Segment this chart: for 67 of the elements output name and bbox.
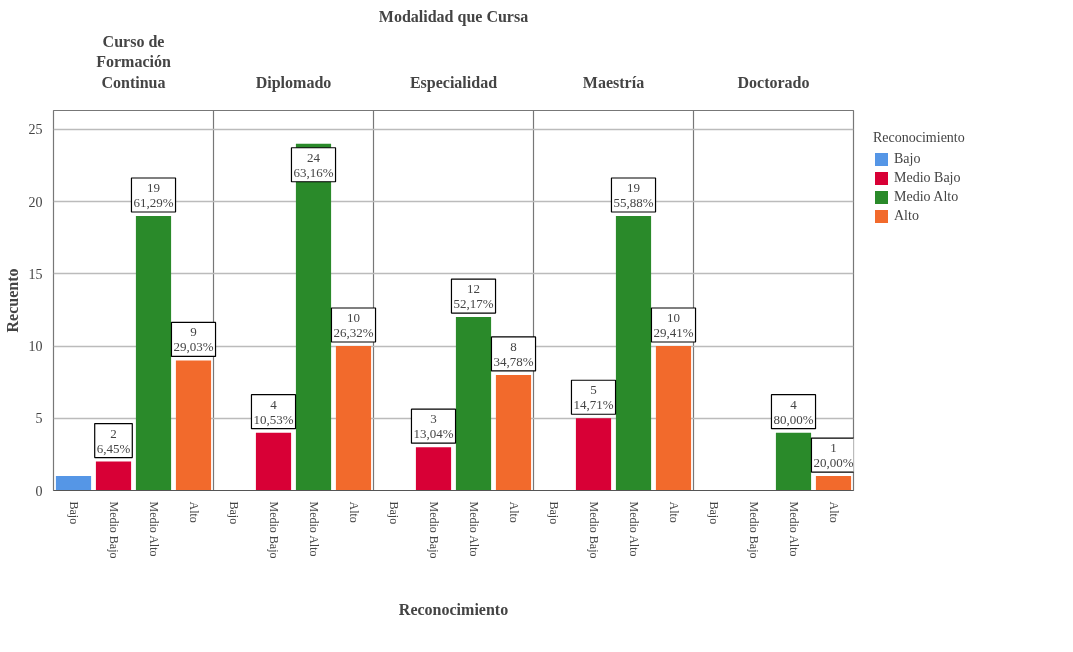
y-axis-title: Recuento [3, 268, 21, 333]
legend-title: Reconocimiento [398, 601, 509, 619]
text: Bajo [546, 501, 561, 525]
text: Alto [186, 501, 201, 523]
chart-title: Modalidad que Cursa [378, 7, 529, 26]
text: Bajo [226, 501, 241, 525]
y-tick-label: 10 [28, 339, 43, 355]
y-tick-label: 25 [28, 122, 43, 138]
legend-label: Bajo [894, 151, 921, 167]
y-tick-label: 15 [28, 266, 43, 282]
text: Medio Alto [626, 501, 641, 557]
x-tick-label: Doctorado [737, 73, 810, 91]
bar [255, 432, 292, 491]
bar [455, 317, 492, 491]
data-label: 9 29,03% [173, 324, 214, 355]
bar [815, 476, 852, 491]
text: Bajo [66, 501, 81, 525]
text: Medio Bajo [586, 501, 601, 559]
legend-label: Medio Alto [894, 189, 959, 205]
text: Bajo [386, 501, 401, 525]
y-tick-label: 20 [28, 194, 43, 210]
bar [615, 215, 652, 491]
bar [95, 461, 132, 491]
data-label: 10 29,41% [653, 310, 694, 341]
legend-label: Alto [894, 208, 919, 224]
data-label: 3 13,04% [413, 411, 454, 442]
data-label: 2 6,45% [96, 425, 131, 456]
text: Bajo [706, 501, 721, 525]
legend-label: Medio Bajo [894, 170, 961, 186]
data-label: 10 26,32% [333, 310, 374, 341]
bar [775, 432, 812, 491]
data-label: 5 14,71% [573, 382, 614, 413]
bar [655, 346, 692, 491]
data-label: 19 61,29% [133, 179, 174, 210]
data-label: 1 20,00% [813, 440, 854, 471]
text: Medio Alto [786, 501, 801, 557]
data-label: 12 52,17% [453, 281, 494, 312]
text: Medio Alto [466, 501, 481, 557]
data-label: 8 34,78% [493, 338, 534, 369]
bar [135, 215, 172, 491]
x-tick-label: Especialidad [409, 73, 498, 92]
bar [335, 346, 372, 491]
data-label: 24 63,16% [293, 149, 334, 180]
bar [575, 418, 612, 491]
y-tick-label: 0 [35, 483, 43, 499]
data-label: 19 55,88% [613, 179, 654, 210]
y-tick-label: 5 [35, 411, 43, 427]
text: Medio Alto [306, 501, 321, 557]
x-tick-label: Diplomado [255, 73, 332, 92]
text: Medio Bajo [426, 501, 441, 559]
text: Alto [346, 501, 361, 523]
text: Alto [826, 501, 841, 523]
bar [175, 360, 212, 491]
x-axis-title: Reconocimiento [873, 130, 965, 146]
x-tick-label: Maestría [582, 73, 645, 91]
text: Medio Bajo [746, 501, 761, 559]
data-label: 4 10,53% [253, 396, 294, 427]
bar [495, 374, 532, 491]
text: Medio Alto [146, 501, 161, 557]
text: Alto [506, 501, 521, 523]
text: Alto [666, 501, 681, 523]
bar [55, 476, 92, 491]
text: Medio Bajo [106, 501, 121, 559]
data-label: 4 80,00% [773, 396, 814, 427]
bar [415, 447, 452, 491]
x-tick-label: Curso de Formación Continua [96, 32, 171, 91]
text: Medio Bajo [266, 501, 281, 559]
